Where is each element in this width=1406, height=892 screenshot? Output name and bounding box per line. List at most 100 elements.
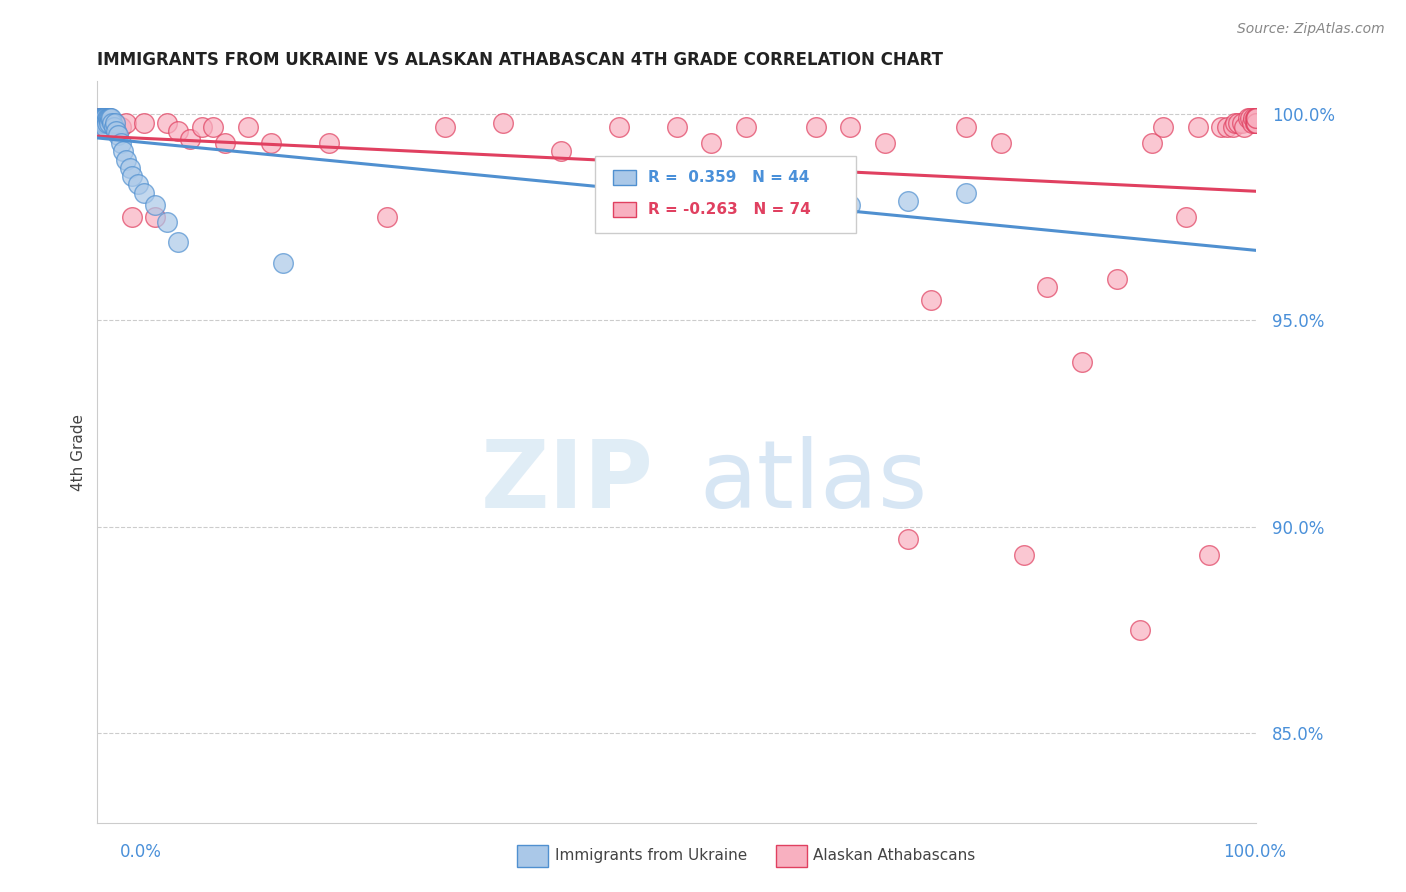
Point [1230, 115, 1253, 129]
Point [96, 112, 118, 126]
Point [87, 112, 110, 126]
Text: IMMIGRANTS FROM UKRAINE VS ALASKAN ATHABASCAN 4TH GRADE CORRELATION CHART: IMMIGRANTS FROM UKRAINE VS ALASKAN ATHAB… [97, 51, 943, 69]
Point [93, 115, 115, 129]
Point [1216, 120, 1239, 134]
Point [271, 256, 294, 270]
Point [1175, 211, 1198, 225]
Point [94, 115, 117, 129]
Point [98, 112, 121, 126]
Point [260, 136, 283, 151]
Point [143, 211, 166, 225]
Point [87, 115, 110, 129]
Point [190, 120, 212, 134]
Point [90, 115, 112, 129]
Point [955, 120, 977, 134]
FancyBboxPatch shape [596, 155, 856, 234]
Text: Alaskan Athabascans: Alaskan Athabascans [813, 848, 974, 863]
Point [1239, 112, 1261, 126]
Point [111, 145, 134, 159]
Text: ZIP: ZIP [481, 436, 654, 528]
Point [1244, 115, 1267, 129]
Point [115, 153, 138, 167]
Point [110, 136, 132, 151]
Point [103, 120, 125, 134]
Point [1071, 355, 1094, 369]
Point [91, 112, 114, 126]
Point [156, 115, 179, 129]
Point [804, 120, 827, 134]
Point [89, 112, 111, 126]
Point [90, 112, 112, 126]
Point [91, 115, 114, 129]
Point [94, 112, 117, 126]
Point [815, 206, 838, 220]
Point [115, 115, 138, 129]
Point [97, 112, 120, 126]
Point [91, 112, 114, 126]
Text: 100.0%: 100.0% [1223, 843, 1286, 861]
Point [550, 145, 572, 159]
Point [1244, 112, 1267, 126]
Point [1244, 115, 1267, 129]
Point [1227, 115, 1250, 129]
Point [1012, 549, 1035, 563]
Point [107, 128, 129, 142]
Point [1244, 112, 1267, 126]
Point [492, 115, 515, 129]
Point [167, 124, 190, 138]
Point [1233, 120, 1256, 134]
Point [665, 120, 688, 134]
Point [156, 214, 179, 228]
Point [94, 120, 117, 134]
Point [93, 115, 115, 129]
Point [179, 132, 201, 146]
Point [96, 115, 118, 129]
Point [1140, 136, 1163, 151]
Point [132, 115, 155, 129]
Text: Immigrants from Ukraine: Immigrants from Ukraine [555, 848, 748, 863]
Point [897, 194, 920, 208]
Point [1243, 112, 1265, 126]
Point [1244, 112, 1267, 126]
FancyBboxPatch shape [613, 202, 636, 217]
Point [236, 120, 259, 134]
Point [91, 112, 114, 126]
Point [990, 136, 1012, 151]
Point [100, 112, 122, 126]
Point [100, 115, 122, 129]
Point [202, 120, 225, 134]
Point [700, 136, 723, 151]
Point [104, 124, 127, 138]
Point [1105, 272, 1128, 286]
Point [1036, 280, 1059, 294]
Text: 0.0%: 0.0% [120, 843, 162, 861]
Point [433, 120, 456, 134]
Point [118, 161, 141, 175]
Point [90, 115, 112, 129]
FancyBboxPatch shape [613, 170, 636, 186]
Point [101, 115, 124, 129]
Point [96, 115, 118, 129]
Point [97, 112, 120, 126]
Point [920, 293, 942, 307]
Point [87, 115, 110, 129]
Point [91, 115, 114, 129]
Point [89, 112, 111, 126]
Point [375, 211, 398, 225]
Point [90, 112, 112, 126]
Text: atlas: atlas [700, 436, 928, 528]
Point [87, 112, 110, 126]
Point [127, 178, 149, 192]
Point [1236, 112, 1258, 126]
Point [607, 120, 630, 134]
Text: Source: ZipAtlas.com: Source: ZipAtlas.com [1237, 22, 1385, 37]
Point [214, 136, 236, 151]
Point [89, 115, 111, 129]
Point [1129, 623, 1152, 637]
Text: R =  0.359   N = 44: R = 0.359 N = 44 [648, 170, 808, 186]
Point [839, 198, 862, 212]
Point [839, 120, 862, 134]
Point [104, 115, 127, 129]
Point [91, 115, 114, 129]
Point [1244, 112, 1267, 126]
